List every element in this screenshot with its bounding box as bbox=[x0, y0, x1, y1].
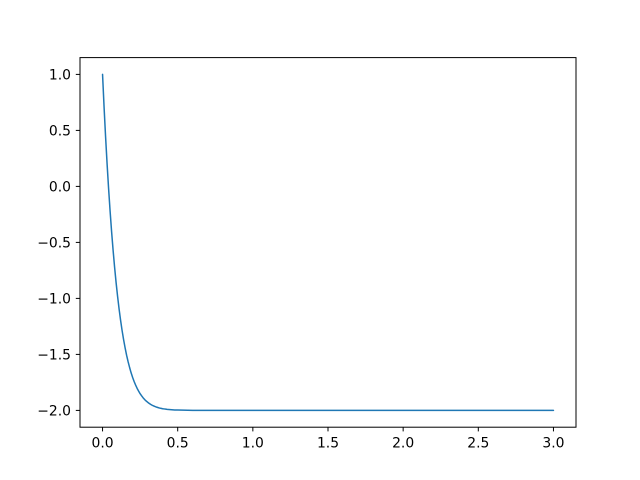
y-tick-label: 1.0 bbox=[49, 67, 71, 83]
y-tick-label: −2.0 bbox=[37, 403, 71, 419]
x-tick-label: 2.5 bbox=[467, 436, 489, 452]
y-tick-label: −0.5 bbox=[37, 235, 71, 251]
x-tick-label: 2.0 bbox=[392, 436, 414, 452]
series-line bbox=[101, 73, 555, 412]
plot-area bbox=[79, 57, 577, 428]
x-tick-label: 3.0 bbox=[542, 436, 564, 452]
y-tick-label: −1.0 bbox=[37, 291, 71, 307]
x-tick-label: 0.5 bbox=[167, 436, 189, 452]
y-tick-label: −1.5 bbox=[37, 347, 71, 363]
x-tick-label: 1.0 bbox=[242, 436, 264, 452]
y-tick-label: 0.5 bbox=[49, 123, 71, 139]
x-tick-label: 0.0 bbox=[91, 436, 113, 452]
x-tick-label: 1.5 bbox=[317, 436, 339, 452]
y-tick-label: 0.0 bbox=[49, 179, 71, 195]
